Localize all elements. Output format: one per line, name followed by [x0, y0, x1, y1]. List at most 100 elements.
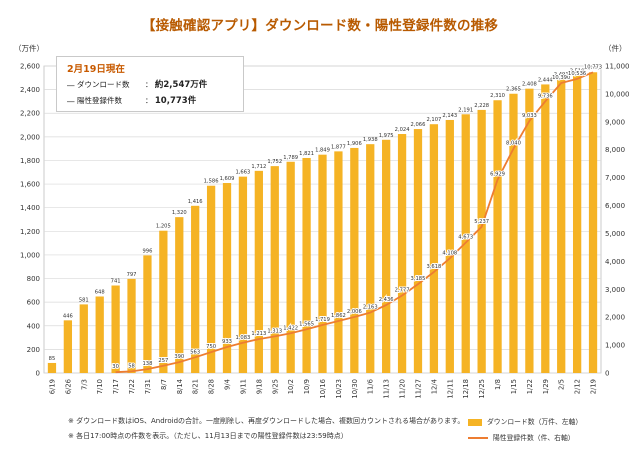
line-data-label: 9,736 [538, 93, 553, 99]
bar [588, 72, 598, 373]
bar [572, 75, 582, 373]
x-tick-label: 1/29 [542, 379, 550, 394]
y-left-tick-label: 2,200 [20, 110, 40, 118]
bar [206, 185, 216, 373]
y-right-tick-label: 7,000 [605, 174, 625, 182]
right-axis-unit: （件） [604, 44, 627, 53]
bar [318, 154, 327, 373]
y-right-tick-label: 8,000 [605, 146, 625, 154]
summary-downloads: ― ダウンロード数： 約2,547万件 [67, 80, 208, 90]
x-tick-label: 10/30 [351, 379, 359, 399]
y-left-tick-label: 2,000 [20, 133, 40, 141]
y-left-tick-label: 1,800 [20, 157, 40, 165]
y-right-tick-label: 3,000 [605, 286, 625, 294]
bar [382, 139, 391, 373]
y-right-tick-label: 0 [605, 370, 609, 378]
bar [79, 304, 88, 373]
bar [429, 124, 439, 374]
bar-data-label: 2,491 [554, 72, 569, 78]
bar-data-label: 2,143 [442, 113, 457, 119]
x-tick-label: 1/8 [494, 379, 502, 390]
y-right-tick-label: 4,000 [605, 258, 625, 266]
bar [63, 320, 73, 373]
bar-data-label: 1,609 [220, 176, 235, 182]
bar [477, 109, 486, 373]
x-tick-label: 11/13 [383, 379, 391, 399]
y-left-tick-label: 1,000 [20, 251, 40, 259]
summary-box: 2月19日現在 ― ダウンロード数： 約2,547万件 ― 陽性登録件数： 10,7… [56, 56, 244, 112]
line-data-label: 9,033 [522, 113, 537, 119]
bar-data-label: 2,519 [570, 69, 585, 75]
line-data-label: 10,773 [584, 64, 602, 70]
y-left-tick-label: 2,600 [20, 63, 40, 71]
bar-data-label: 581 [79, 297, 89, 303]
bar-data-label: 2,365 [506, 87, 521, 93]
bar-data-label: 2,547 [586, 65, 601, 71]
bar [445, 119, 454, 373]
bar [557, 78, 566, 373]
bar-data-label: 2,310 [490, 93, 505, 99]
x-tick-label: 11/6 [367, 379, 375, 394]
y-left-tick-label: 200 [27, 346, 40, 354]
bar [286, 161, 295, 373]
legend-label-positives: 陽性登録件数（件、右軸） [493, 434, 575, 442]
bar-data-label: 1,975 [379, 133, 394, 139]
line-data-label: 2,777 [395, 287, 410, 293]
bar-data-label: 1,586 [204, 179, 219, 185]
x-tick-label: 7/3 [80, 379, 88, 390]
line-data-label: 138 [142, 361, 152, 367]
x-tick-label: 10/16 [319, 379, 327, 399]
x-tick-label: 8/7 [160, 379, 168, 390]
x-tick-label: 2/12 [574, 379, 582, 394]
summary-downloads-label: ダウンロード数 [77, 80, 130, 89]
x-tick-label: 10/23 [335, 379, 343, 399]
line-data-label: 6,929 [490, 172, 505, 178]
bar-data-label: 1,320 [172, 210, 187, 216]
bar [95, 296, 104, 373]
x-tick-label: 9/18 [255, 379, 263, 394]
line-data-label: 1,083 [235, 335, 250, 341]
legend-line-swatch [468, 437, 488, 439]
line-data-label: 1,565 [299, 321, 314, 327]
x-tick-label: 2/5 [558, 379, 566, 390]
x-tick-label: 11/27 [414, 379, 422, 399]
y-right-tick-label: 10,000 [605, 90, 630, 98]
bar-data-label: 1,906 [347, 141, 362, 147]
bar [47, 362, 57, 373]
bar [541, 84, 550, 374]
bar-data-label: 1,789 [283, 155, 298, 161]
line-data-label: 1,313 [267, 328, 282, 334]
x-tick-label: 1/15 [510, 379, 518, 394]
bar-data-label: 1,205 [156, 224, 171, 230]
y-right-tick-label: 2,000 [605, 314, 625, 322]
bar-data-label: 648 [95, 289, 105, 295]
bar-data-label: 2,191 [458, 107, 473, 113]
x-tick-label: 12/18 [462, 379, 470, 399]
bar [127, 278, 136, 373]
bar [302, 157, 311, 373]
line-data-label: 2,006 [347, 309, 362, 315]
x-tick-label: 6/19 [48, 379, 56, 394]
legend-item-downloads: ダウンロード数（万件、左軸） [468, 416, 582, 426]
bar [175, 217, 184, 373]
summary-date: 2月19日現在 [67, 64, 125, 75]
bar [254, 170, 263, 373]
y-left-tick-label: 2,400 [20, 86, 40, 94]
x-tick-label: 8/14 [176, 379, 184, 394]
x-tick-label: 9/11 [239, 379, 247, 394]
bar [413, 129, 423, 373]
bar-data-label: 2,024 [395, 127, 411, 133]
bar-data-label: 1,712 [251, 164, 266, 170]
y-left-tick-label: 1,200 [20, 228, 40, 236]
y-right-tick-label: 5,000 [605, 230, 625, 238]
chart-title: 【接触確認アプリ】ダウンロード数・陽性登録件数の推移 [141, 18, 499, 34]
bar [525, 88, 534, 373]
line-data-label: 1,862 [331, 313, 346, 319]
x-tick-label: 12/25 [478, 379, 486, 399]
line-data-label: 30 [112, 364, 119, 370]
bar [143, 255, 152, 373]
y-right-tick-label: 9,000 [605, 118, 625, 126]
bar-data-label: 741 [111, 279, 121, 285]
bar-data-label: 2,066 [411, 122, 426, 128]
summary-positives: ― 陽性登録件数： 10,773件 [67, 96, 197, 106]
